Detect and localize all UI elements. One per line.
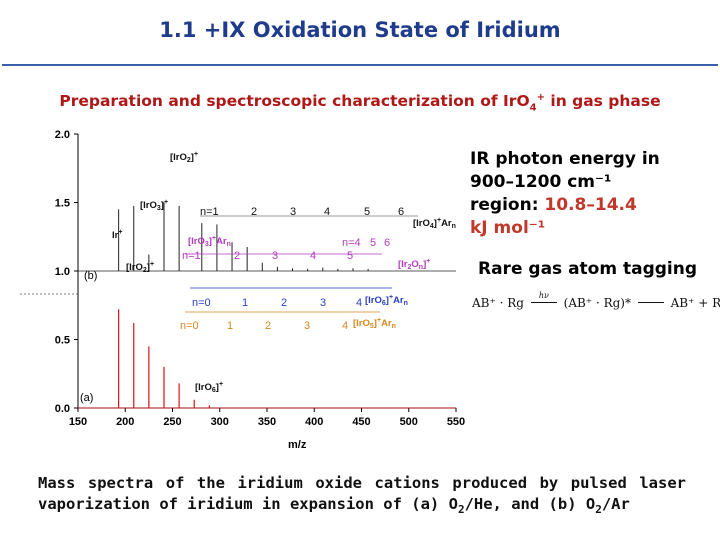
- subtitle-o: O: [516, 92, 530, 111]
- label-iro2: [IrO2]+: [126, 261, 154, 274]
- x-tick-label: 350: [258, 416, 276, 428]
- mass-spectrum-figure: 0.0 0.5 1.0 1.5 2.0 150 200 250 300 350 400 450 500…: [20, 129, 465, 451]
- caption-text-1: Mass spectra of the iridium oxide cation…: [38, 474, 686, 513]
- n-label-purple: 5: [347, 250, 353, 262]
- ir-line-2: 900–1200 cm⁻¹: [470, 172, 612, 192]
- x-tick-label: 250: [163, 416, 181, 428]
- n-label-orange: n=0: [180, 320, 199, 332]
- ir-line-1: IR photon energy in: [470, 149, 660, 169]
- n-label-orange: 1: [227, 320, 233, 332]
- subtitle-main: Preparation and spectroscopic characteri…: [59, 92, 517, 111]
- n-label-blue: 1: [242, 297, 248, 309]
- x-tick-label: 450: [352, 416, 370, 428]
- n-label-purple: 4: [310, 250, 316, 262]
- y-tick-label: 0.0: [55, 403, 70, 415]
- n-label-right: 5: [370, 237, 376, 249]
- label-iro6arn: [IrO6]+Arn: [365, 294, 408, 307]
- panel-label-b: (b): [84, 270, 97, 282]
- subtitle-superscript: +: [536, 92, 545, 103]
- x-tick-label: 550: [447, 416, 465, 428]
- spectrum-b: [78, 202, 456, 272]
- caption-sub-2: 2: [595, 503, 602, 517]
- title-divider: [2, 64, 718, 66]
- ir-energy-info: IR photon energy in 900–1200 cm⁻¹ region…: [470, 148, 660, 240]
- reaction-left: AB⁺ · Rg: [472, 296, 524, 310]
- caption-text-2: /He, and (b) O: [464, 495, 596, 513]
- ir-line-3-label: region:: [470, 195, 545, 215]
- label-iro6: [IrO6]+: [195, 381, 223, 394]
- n-label-top: 6: [398, 206, 404, 218]
- n-label-blue: 3: [320, 297, 326, 309]
- label-iro3: [IrO3]+: [140, 199, 168, 212]
- figure-caption: Mass spectra of the iridium oxide cation…: [38, 473, 686, 520]
- label-ir: Ir+: [112, 229, 122, 241]
- reaction-mid: (AB⁺ · Rg)*: [563, 296, 631, 310]
- subtitle-end: in gas phase: [544, 92, 661, 111]
- n-label-top: n=1: [200, 206, 219, 218]
- n-label-top: 2: [251, 206, 257, 218]
- y-tick-label: 2.0: [55, 129, 70, 141]
- x-axis-label: m/z: [288, 439, 307, 451]
- n-label-orange: 3: [304, 320, 310, 332]
- n-label-purple: 3: [272, 250, 278, 262]
- tagging-title: Rare gas atom tagging: [478, 259, 698, 279]
- y-tick-label: 1.0: [55, 266, 70, 278]
- n-label-top: 4: [324, 206, 330, 218]
- n-label-orange: 2: [265, 320, 271, 332]
- label-iro3arn: [IrO3]+Arn: [188, 235, 231, 248]
- label-iro5arn: [IrO5]+Arn: [353, 317, 396, 330]
- n-label-blue: n=0: [192, 297, 211, 309]
- x-tick-label: 300: [211, 416, 229, 428]
- reaction-arrow-1: hν: [530, 291, 557, 303]
- n-label-purple: n=1: [182, 250, 201, 262]
- y-tick-label: 1.5: [55, 198, 70, 210]
- reaction-hv: hν: [538, 291, 549, 300]
- x-tick-label: 200: [116, 416, 134, 428]
- slide-title: 1.1 +IX Oxidation State of Iridium: [159, 18, 561, 42]
- n-label-purple: 2: [234, 250, 240, 262]
- n-label-right: n=4: [342, 237, 361, 249]
- x-tick-label: 500: [400, 416, 418, 428]
- n-label-blue: 4: [356, 297, 362, 309]
- label-iro4arn: [IrO4]+Arn: [413, 217, 456, 230]
- reaction-right: AB⁺ + Rg: [670, 296, 720, 310]
- caption-sub-1: 2: [457, 503, 465, 517]
- n-label-right: 6: [384, 237, 390, 249]
- n-label-orange: 4: [342, 320, 348, 332]
- spectrum-a: [78, 309, 456, 409]
- label-ir2on: [Ir2On]+: [398, 258, 430, 271]
- x-tick-label: 400: [305, 416, 323, 428]
- ir-energy-value: 10.8–14.4: [544, 195, 637, 215]
- n-label-top: 5: [364, 206, 370, 218]
- n-label-top: 3: [290, 206, 296, 218]
- x-tick-label: 150: [69, 416, 87, 428]
- label-iro2-top: [IrO2]+: [170, 151, 198, 164]
- n-label-blue: 2: [281, 297, 287, 309]
- ir-line-4: kJ mol⁻¹: [470, 218, 546, 238]
- slide-subtitle: Preparation and spectroscopic characteri…: [0, 92, 720, 113]
- subtitle-subscript: 4: [529, 102, 537, 114]
- y-tick-label: 0.5: [55, 335, 70, 347]
- ir-line-3: region: 10.8–14.4: [470, 194, 660, 217]
- caption-text-3: /Ar: [601, 495, 630, 513]
- tagging-reaction: AB⁺ · Rg hν (AB⁺ · Rg)* AB⁺ + Rg: [472, 291, 720, 310]
- panel-label-a: (a): [80, 392, 93, 404]
- reaction-arrow-2: [637, 302, 664, 303]
